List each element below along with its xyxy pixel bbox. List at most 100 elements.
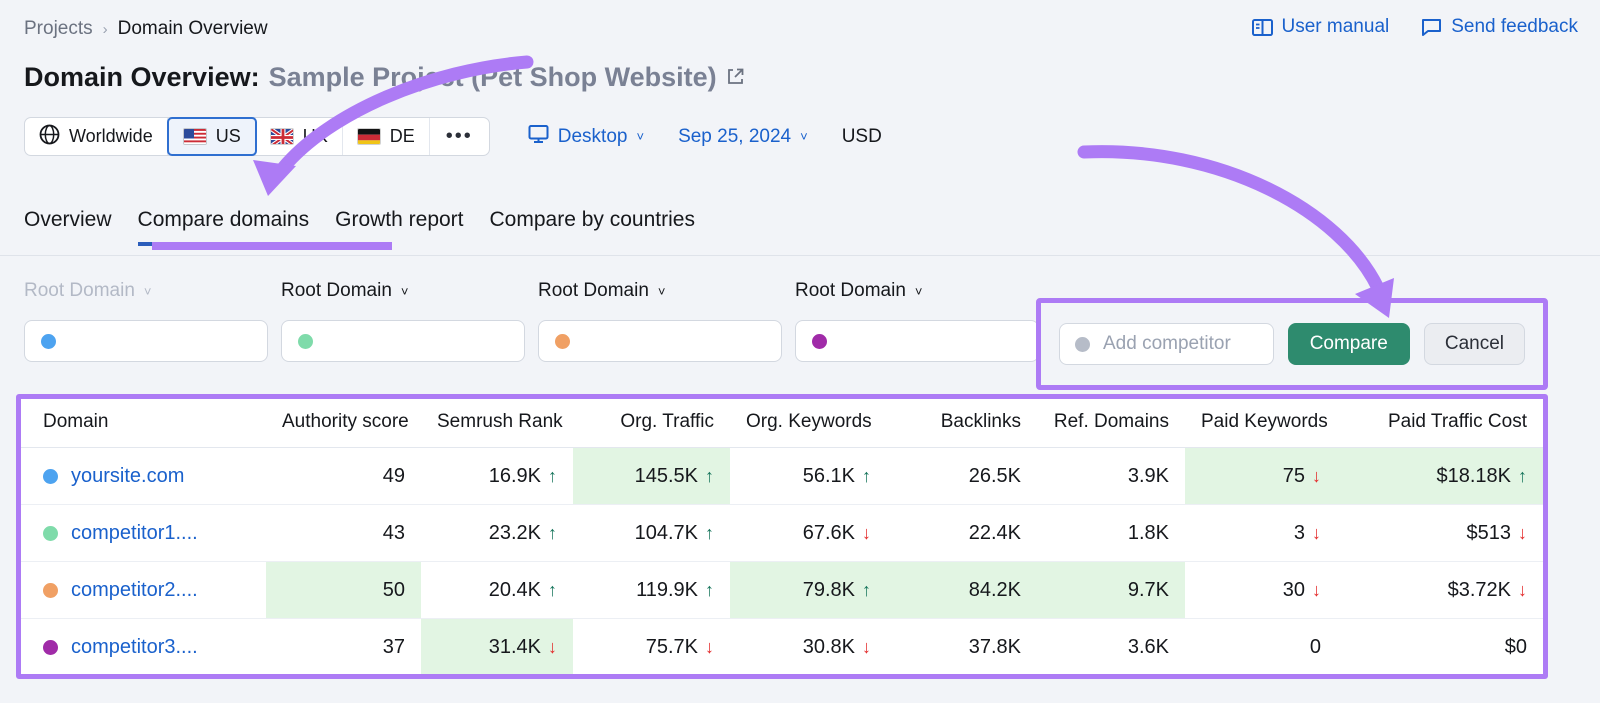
domain-link[interactable]: competitor3.... [71, 635, 198, 658]
cell-authority-score: 49 [266, 447, 421, 505]
geo-de-label: DE [389, 126, 415, 146]
trend-up-icon: ↑ [548, 579, 557, 600]
tab-compare-by-countries-label: Compare by countries [489, 208, 695, 231]
cell-ref-domains: 1.8K [1037, 504, 1185, 562]
domain-link[interactable]: competitor1.... [71, 521, 198, 544]
cell-value: 145.5K [634, 464, 698, 487]
cell-value: 56.1K [802, 464, 855, 487]
cell-authority-score: 43 [266, 504, 421, 562]
domain-link[interactable]: competitor2.... [71, 578, 198, 601]
table-row[interactable]: yoursite.com 49 16.9K ↑ 145.5K ↑ 56.1K ↑ 26.5K 3.… [21, 447, 1543, 505]
tab-bar: Overview Compare domains Growth report C… [24, 208, 695, 246]
external-link-icon[interactable] [726, 62, 745, 93]
cell-value: 1.8K [1127, 521, 1169, 544]
page-title-project: Sample Project (Pet Shop Website) [268, 62, 717, 92]
device-label: Desktop [557, 125, 628, 147]
cancel-button[interactable]: Cancel [1423, 323, 1525, 365]
tab-overview[interactable]: Overview [24, 208, 112, 246]
tab-compare-by-countries[interactable]: Compare by countries [490, 208, 695, 246]
compare-button[interactable]: Compare [1287, 323, 1410, 365]
user-manual-link[interactable]: User manual [1251, 16, 1389, 38]
tab-growth-report[interactable]: Growth report [335, 208, 463, 246]
domain-input-2[interactable] [538, 320, 782, 362]
cell-paid-keywords: 75 ↓ [1185, 447, 1337, 505]
table-row[interactable]: competitor2.... 50 20.4K ↑ 119.9K ↑ 79.8K ↑ 84.2… [21, 561, 1543, 619]
cell-org-traffic: 145.5K ↑ [573, 447, 730, 505]
col-header-paid-keywords[interactable]: Paid Keywords [1185, 399, 1337, 448]
date-label: Sep 25, 2024 [678, 125, 792, 147]
tab-overview-label: Overview [24, 208, 112, 231]
page-title-prefix: Domain Overview: [24, 62, 260, 92]
cell-paid-keywords: 3 ↓ [1185, 504, 1337, 562]
series-dot-0 [41, 333, 56, 349]
col-header-backlinks[interactable]: Backlinks [887, 399, 1037, 448]
trend-up-icon: ↑ [548, 522, 557, 543]
flag-de-icon [356, 128, 381, 145]
col-header-semrush-rank[interactable]: Semrush Rank [421, 399, 573, 448]
send-feedback-label: Send feedback [1451, 16, 1578, 37]
series-dot-1 [298, 333, 313, 349]
col-header-ref-domains[interactable]: Ref. Domains [1037, 399, 1185, 448]
trend-down-icon: ↓ [548, 636, 557, 657]
geo-more-button[interactable]: ••• [430, 118, 489, 155]
breadcrumb-separator-icon: › [102, 20, 108, 38]
tab-compare-domains-label: Compare domains [137, 208, 310, 231]
date-selector[interactable]: Sep 25, 2024 ˅ [678, 126, 808, 148]
cell-value: 37 [382, 635, 405, 658]
domain-input-1[interactable] [281, 320, 525, 362]
root-domain-dropdown-1[interactable]: Root Domain ˅ [281, 280, 525, 302]
cell-org-keywords: 67.6K ↓ [730, 504, 887, 562]
col-header-authority-score[interactable]: Authority score [266, 399, 421, 448]
chevron-down-icon: ˅ [657, 283, 666, 299]
cell-value: 84.2K [968, 578, 1021, 601]
cell-value: 30 [1282, 578, 1305, 601]
add-competitor-input[interactable]: Add competitor [1059, 323, 1274, 365]
send-feedback-link[interactable]: Send feedback [1421, 16, 1578, 38]
root-domain-dropdown-2[interactable]: Root Domain ˅ [538, 280, 782, 302]
chevron-down-icon: ˅ [914, 283, 923, 299]
breadcrumb-projects[interactable]: Projects [24, 18, 93, 39]
geo-uk-button[interactable]: UK [256, 118, 343, 155]
col-header-domain[interactable]: Domain [21, 399, 266, 448]
domain-input-3[interactable] [795, 320, 1039, 362]
root-domain-label-2: Root Domain [538, 280, 649, 301]
add-competitor-placeholder: Add competitor [1103, 333, 1231, 354]
col-header-org-traffic[interactable]: Org. Traffic [573, 399, 730, 448]
device-selector[interactable]: Desktop ˅ [528, 124, 644, 150]
cell-paid-keywords: 30 ↓ [1185, 561, 1337, 619]
comparison-table-container: Domain Authority score Semrush Rank Org.… [16, 394, 1548, 679]
cell-value: 9.7K [1127, 578, 1169, 601]
add-competitor-panel: Add competitor Compare Cancel [1036, 298, 1548, 390]
geo-us-button[interactable]: US [166, 117, 257, 156]
cell-value: 79.8K [802, 578, 855, 601]
domain-input-0[interactable] [24, 320, 268, 362]
series-dot-3 [812, 333, 827, 349]
trend-up-icon: ↑ [1518, 465, 1527, 486]
root-domain-dropdown-0[interactable]: Root Domain ˅ [24, 280, 268, 302]
book-icon [1251, 18, 1273, 37]
domain-link[interactable]: yoursite.com [71, 464, 185, 487]
table-row[interactable]: competitor1.... 43 23.2K ↑ 104.7K ↑ 67.6K ↓ 22.4… [21, 504, 1543, 562]
cell-value: 75 [1282, 464, 1305, 487]
cell-org-keywords: 30.8K ↓ [730, 619, 887, 675]
root-domain-dropdown-3[interactable]: Root Domain ˅ [795, 280, 1039, 302]
col-header-org-keywords[interactable]: Org. Keywords [730, 399, 887, 448]
cell-backlinks: 26.5K [887, 447, 1037, 505]
filters-bar: Worldwide US UK DE ••• [24, 117, 882, 156]
breadcrumb: Projects › Domain Overview [24, 18, 268, 40]
cell-value: 3.9K [1127, 464, 1169, 487]
geo-de-button[interactable]: DE [343, 118, 430, 155]
col-header-paid-traffic-cost[interactable]: Paid Traffic Cost [1337, 399, 1543, 448]
cell-paid-keywords: 0 [1185, 619, 1337, 675]
cell-domain: competitor3.... [21, 619, 266, 675]
cell-value: 22.4K [968, 521, 1021, 544]
cell-value: $0 [1504, 635, 1527, 658]
cell-value: 3.6K [1127, 635, 1169, 658]
table-row[interactable]: competitor3.... 37 31.4K ↓ 75.7K ↓ 30.8K ↓ 37.8K… [21, 618, 1543, 675]
series-dot [43, 582, 58, 598]
cell-backlinks: 84.2K [887, 561, 1037, 619]
chevron-down-icon: ˅ [636, 129, 645, 144]
geo-worldwide-button[interactable]: Worldwide [25, 118, 168, 155]
tab-compare-domains[interactable]: Compare domains [137, 208, 310, 246]
trend-down-icon: ↓ [1312, 465, 1321, 486]
